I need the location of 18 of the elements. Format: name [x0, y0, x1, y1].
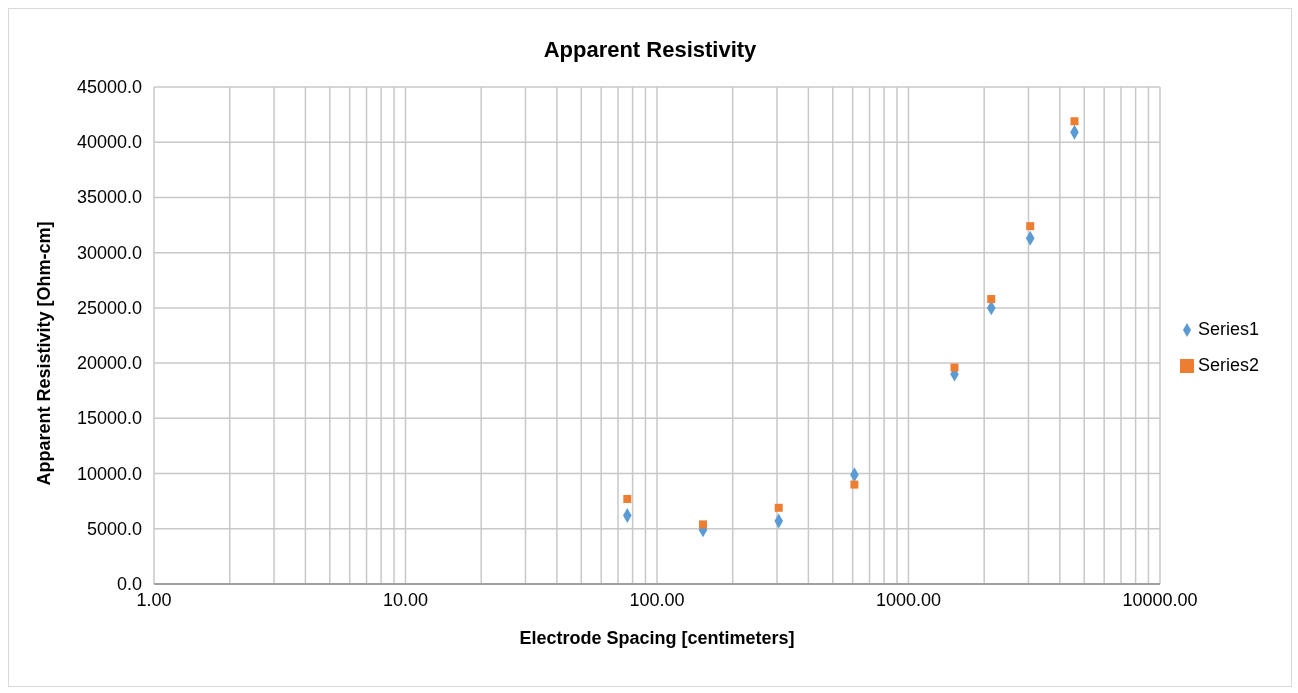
y-tick-label: 30000.0: [76, 242, 142, 263]
y-axis-title: Apparent Resistivity [Ohm-cm]: [34, 221, 55, 486]
chart-title: Apparent Resistivity: [542, 37, 758, 63]
y-tick-label: 25000.0: [76, 297, 142, 318]
y-tick-label: 20000.0: [76, 353, 142, 374]
x-tick-label: 100.00: [629, 590, 685, 610]
x-tick-label: 1000.00: [875, 590, 942, 610]
y-tick-label: 15000.0: [76, 408, 142, 429]
y-tick-label: 40000.0: [76, 132, 142, 153]
x-axis-title: Electrode Spacing [centimeters]: [519, 628, 795, 648]
legend-label: Series2: [1197, 354, 1259, 375]
legend-label: Series1: [1197, 318, 1259, 339]
y-tick-label: 5000.0: [86, 518, 142, 539]
y-tick-label: 45000.0: [76, 77, 142, 97]
y-tick-label: 10000.0: [76, 463, 142, 484]
x-tick-label: 10.00: [382, 590, 429, 610]
x-tick-label: 10000.00: [1122, 590, 1198, 610]
y-tick-label: 35000.0: [76, 187, 142, 208]
